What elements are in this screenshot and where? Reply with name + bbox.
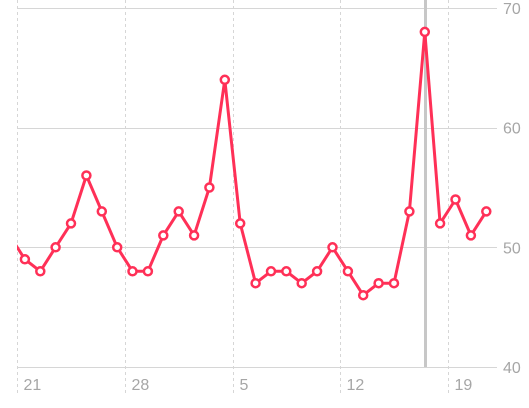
data-point <box>19 254 31 265</box>
data-point <box>50 242 61 253</box>
data-point <box>357 289 369 301</box>
data-point <box>188 230 200 241</box>
data-point <box>450 194 461 205</box>
data-point <box>81 170 92 181</box>
data-point <box>111 242 123 253</box>
data-point <box>296 277 307 289</box>
data-point <box>388 277 400 289</box>
data-point <box>6 231 14 239</box>
y-tick-label: 50 <box>503 240 521 257</box>
x-tick-label: 12 <box>347 377 365 394</box>
data-point <box>281 266 292 277</box>
x-tick-label: 19 <box>455 377 473 394</box>
data-point <box>234 218 246 229</box>
x-tick-label: 28 <box>132 377 150 394</box>
data-point <box>481 206 492 217</box>
data-point <box>65 218 77 229</box>
grid-layer <box>17 0 497 396</box>
data-point <box>419 26 431 38</box>
data-point <box>434 218 446 229</box>
data-point <box>35 266 46 277</box>
y-tick-label: 60 <box>503 121 521 138</box>
x-tick-label: 5 <box>240 377 249 394</box>
data-point <box>158 230 169 241</box>
data-point <box>173 206 184 217</box>
data-point <box>265 266 277 277</box>
data-point <box>204 182 215 193</box>
y-tick-label: 40 <box>503 360 521 377</box>
tick-label-layer: 40 50 60 70 21 28 5 12 19 <box>24 1 521 394</box>
data-point <box>404 206 415 217</box>
marker-layer <box>6 26 492 301</box>
data-point <box>142 266 154 277</box>
data-point <box>342 266 354 277</box>
data-point <box>219 74 231 86</box>
y-tick-label: 70 <box>503 1 521 18</box>
data-point <box>373 277 384 289</box>
data-point <box>311 266 323 277</box>
data-point <box>127 266 138 277</box>
series-layer <box>17 30 488 297</box>
data-point <box>465 230 477 241</box>
data-point <box>327 242 338 253</box>
series-line <box>17 30 488 297</box>
x-tick-label: 21 <box>24 377 42 394</box>
data-point <box>250 277 261 289</box>
data-point <box>96 206 108 217</box>
